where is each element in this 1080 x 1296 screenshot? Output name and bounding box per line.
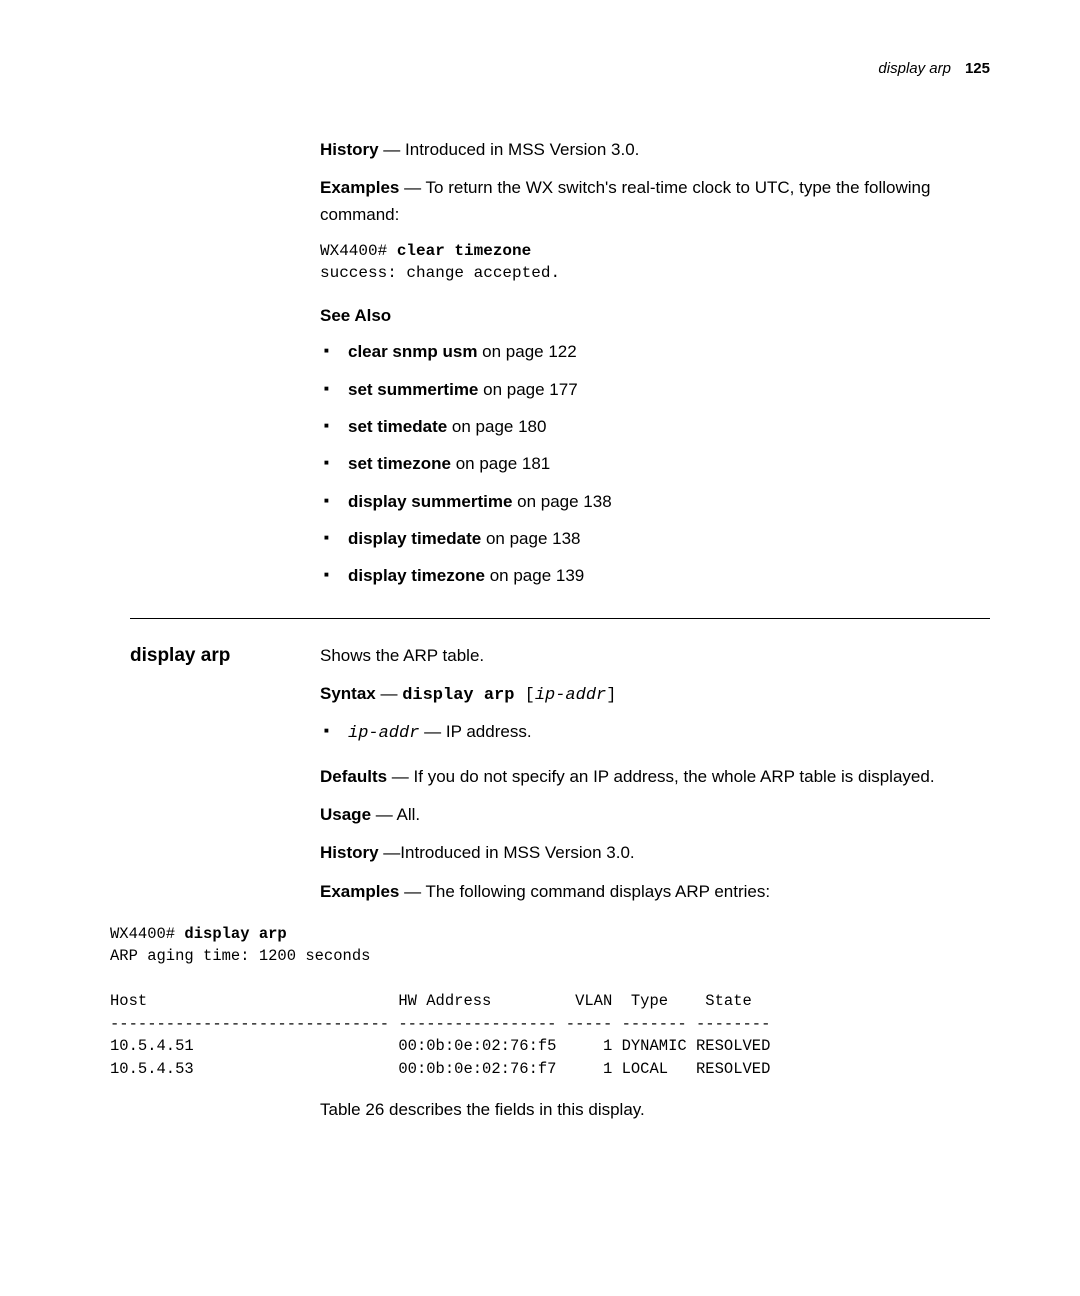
code-result: success: change accepted.: [320, 264, 560, 282]
examples-text: — To return the WX switch's real-time cl…: [320, 178, 930, 223]
list-item: display timezone on page 139: [320, 563, 990, 589]
see-also-heading: See Also: [320, 303, 990, 329]
intro-text: Shows the ARP table.: [320, 643, 990, 669]
header-title: display arp: [878, 60, 951, 77]
list-item: set timedate on page 180: [320, 414, 990, 440]
see-also-list: clear snmp usm on page 122 set summertim…: [320, 339, 990, 589]
list-item-rest: on page 122: [477, 342, 576, 361]
list-item-rest: on page 177: [478, 380, 577, 399]
usage-text: — All.: [371, 805, 420, 824]
out-line2: ARP aging time: 1200 seconds: [110, 947, 370, 965]
param-list: ip-addr — IP address.: [320, 719, 990, 747]
param-name: ip-addr: [348, 724, 419, 743]
usage-label: Usage: [320, 805, 371, 824]
list-item-bold: display timezone: [348, 566, 485, 585]
section-body: Shows the ARP table. Syntax — display ar…: [320, 643, 990, 917]
arp-output-block: WX4400# display arp ARP aging time: 1200…: [110, 923, 990, 1080]
code-block: WX4400# clear timezone success: change a…: [320, 240, 990, 285]
out-cmd: display arp: [184, 925, 286, 943]
history-text: — Introduced in MSS Version 3.0.: [379, 140, 640, 159]
syntax-close: ]: [606, 686, 616, 705]
list-item-bold: display timedate: [348, 529, 481, 548]
param-desc: — IP address.: [419, 722, 531, 741]
defaults-text: — If you do not specify an IP address, t…: [387, 767, 934, 786]
list-item: ip-addr — IP address.: [320, 719, 990, 747]
defaults-para: Defaults — If you do not specify an IP a…: [320, 764, 990, 790]
syntax-cmd: display arp: [402, 686, 524, 705]
examples2-label: Examples: [320, 882, 399, 901]
list-item: display summertime on page 138: [320, 489, 990, 515]
list-item-rest: on page 180: [447, 417, 546, 436]
out-sep: ------------------------------ ---------…: [110, 1015, 770, 1033]
out-r2: 10.5.4.53 00:0b:0e:02:76:f7 1 LOCAL RESO…: [110, 1060, 770, 1078]
examples-label: Examples: [320, 178, 399, 197]
examples-para: Examples — To return the WX switch's rea…: [320, 175, 990, 228]
syntax-open: [: [525, 686, 535, 705]
examples2-para: Examples — The following command display…: [320, 879, 990, 905]
history2-text: —Introduced in MSS Version 3.0.: [379, 843, 635, 862]
table-caption: Table 26 describes the fields in this di…: [320, 1100, 990, 1120]
list-item: display timedate on page 138: [320, 526, 990, 552]
syntax-label: Syntax: [320, 684, 376, 703]
code-prompt: WX4400#: [320, 242, 397, 260]
out-prompt: WX4400#: [110, 925, 184, 943]
history2-para: History —Introduced in MSS Version 3.0.: [320, 840, 990, 866]
syntax-dash: —: [376, 684, 402, 703]
page-header: display arp 125: [130, 60, 990, 77]
list-item-bold: set summertime: [348, 380, 478, 399]
section-title: display arp: [130, 643, 320, 667]
defaults-label: Defaults: [320, 767, 387, 786]
out-r1: 10.5.4.51 00:0b:0e:02:76:f5 1 DYNAMIC RE…: [110, 1037, 770, 1055]
list-item-bold: set timedate: [348, 417, 447, 436]
history-para: History — Introduced in MSS Version 3.0.: [320, 137, 990, 163]
list-item: set timezone on page 181: [320, 451, 990, 477]
page-number: 125: [965, 60, 990, 77]
syntax-line: Syntax — display arp [ip-addr]: [320, 681, 990, 709]
list-item-bold: set timezone: [348, 454, 451, 473]
examples2-text: — The following command displays ARP ent…: [399, 882, 770, 901]
code-cmd: clear timezone: [397, 242, 531, 260]
out-hdr: Host HW Address VLAN Type State: [110, 992, 752, 1010]
list-item-rest: on page 181: [451, 454, 550, 473]
list-item: set summertime on page 177: [320, 377, 990, 403]
display-arp-section: display arp Shows the ARP table. Syntax …: [130, 643, 990, 917]
section-cleartimezone: History — Introduced in MSS Version 3.0.…: [320, 137, 990, 619]
list-item-rest: on page 138: [481, 529, 580, 548]
list-item-rest: on page 139: [485, 566, 584, 585]
history2-label: History: [320, 843, 379, 862]
list-item-rest: on page 138: [512, 492, 611, 511]
syntax-arg: ip-addr: [535, 686, 606, 705]
section-divider: [130, 618, 990, 619]
list-item: clear snmp usm on page 122: [320, 339, 990, 365]
list-item-bold: display summertime: [348, 492, 512, 511]
list-item-bold: clear snmp usm: [348, 342, 477, 361]
usage-para: Usage — All.: [320, 802, 990, 828]
page-content: display arp 125 History — Introduced in M…: [0, 0, 1080, 1170]
history-label: History: [320, 140, 379, 159]
